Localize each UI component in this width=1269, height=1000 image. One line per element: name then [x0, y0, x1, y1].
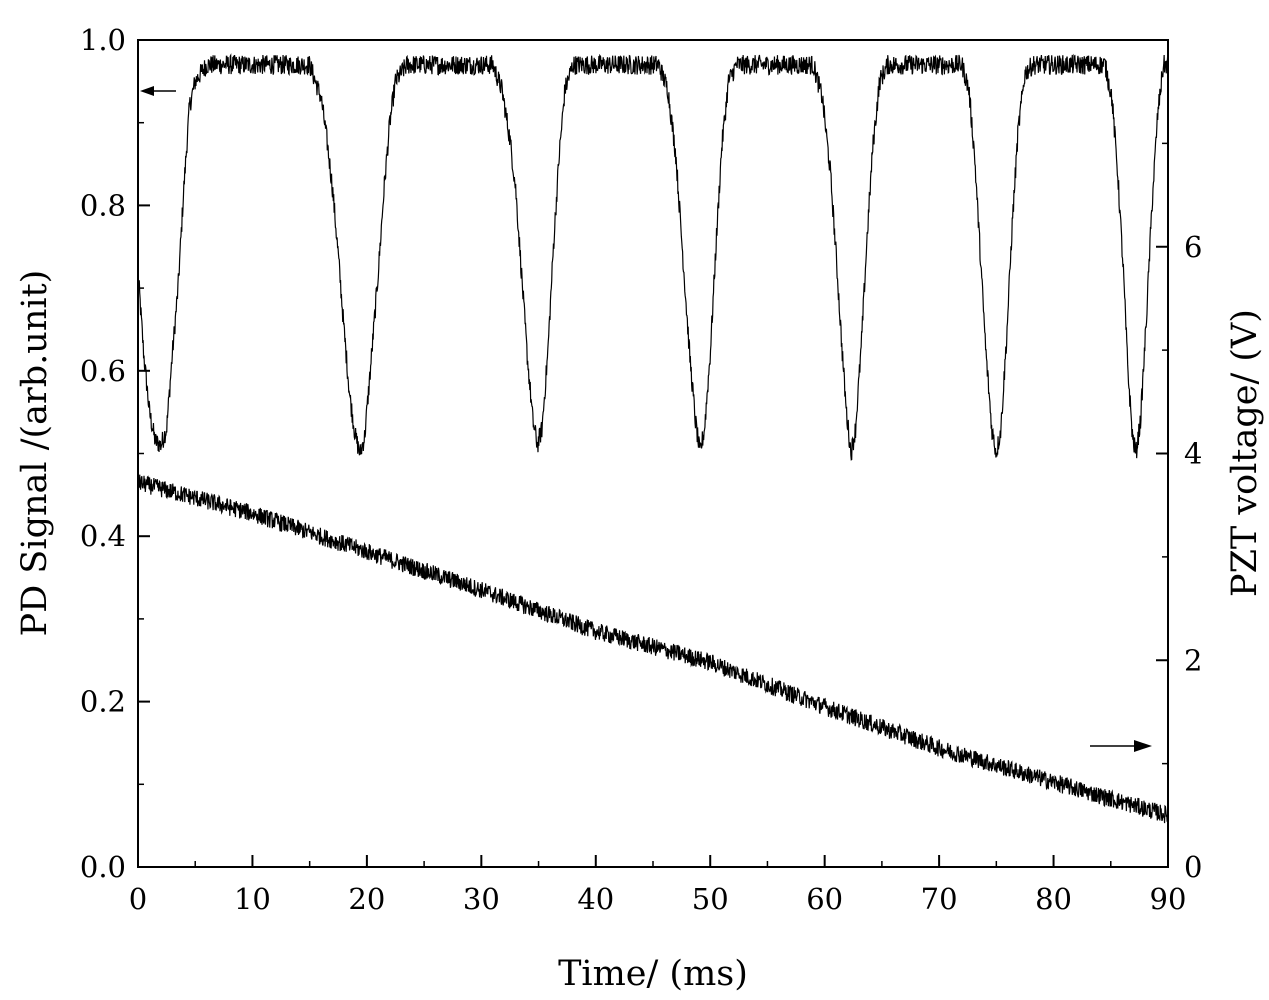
y-right-tick-label: 2 [1184, 643, 1202, 677]
series-line-left [137, 53, 1169, 461]
right-axis-arrowhead [1134, 740, 1152, 752]
data-layer [137, 53, 1169, 824]
x-tick-label: 90 [1150, 882, 1187, 916]
y-left-tick-label: 1.0 [80, 23, 126, 57]
x-tick-label: 70 [921, 882, 958, 916]
x-tick-label: 80 [1035, 882, 1072, 916]
y-left-tick-label: 0.8 [80, 188, 126, 222]
y-right-tick-label: 6 [1184, 230, 1202, 264]
plot-frame [137, 39, 1169, 868]
y-left-tick-label: 0.6 [80, 354, 126, 388]
x-tick-label: 30 [463, 882, 500, 916]
y-left-tick-label: 0.4 [80, 519, 126, 553]
x-axis: 0 10 20 30 40 50 60 70 80 90 [129, 855, 1187, 916]
x-tick-label: 20 [348, 882, 385, 916]
y-right-tick-label: 0 [1184, 850, 1202, 884]
y-axis-right: 0 2 4 6 [1156, 142, 1202, 884]
y-axis-left-title: PD Signal /(arb.unit) [15, 270, 55, 637]
y-left-tick-label: 0.0 [80, 850, 126, 884]
x-axis-title: Time/ (ms) [558, 954, 748, 994]
y-left-tick-label: 0.2 [80, 685, 126, 719]
axis-indicator-arrows [140, 86, 1152, 752]
x-tick-label: 50 [692, 882, 729, 916]
series-line-right [137, 474, 1169, 824]
y-axis-left: 0.0 0.2 0.4 0.6 0.8 1.0 [80, 23, 150, 884]
x-tick-label: 0 [129, 882, 147, 916]
x-tick-label: 60 [806, 882, 843, 916]
y-right-tick-label: 4 [1184, 437, 1202, 471]
y-axis-right-title: PZT voltage/ (V) [1225, 309, 1265, 597]
x-tick-label: 10 [234, 882, 271, 916]
x-tick-label: 40 [577, 882, 614, 916]
left-axis-arrowhead [140, 86, 154, 96]
